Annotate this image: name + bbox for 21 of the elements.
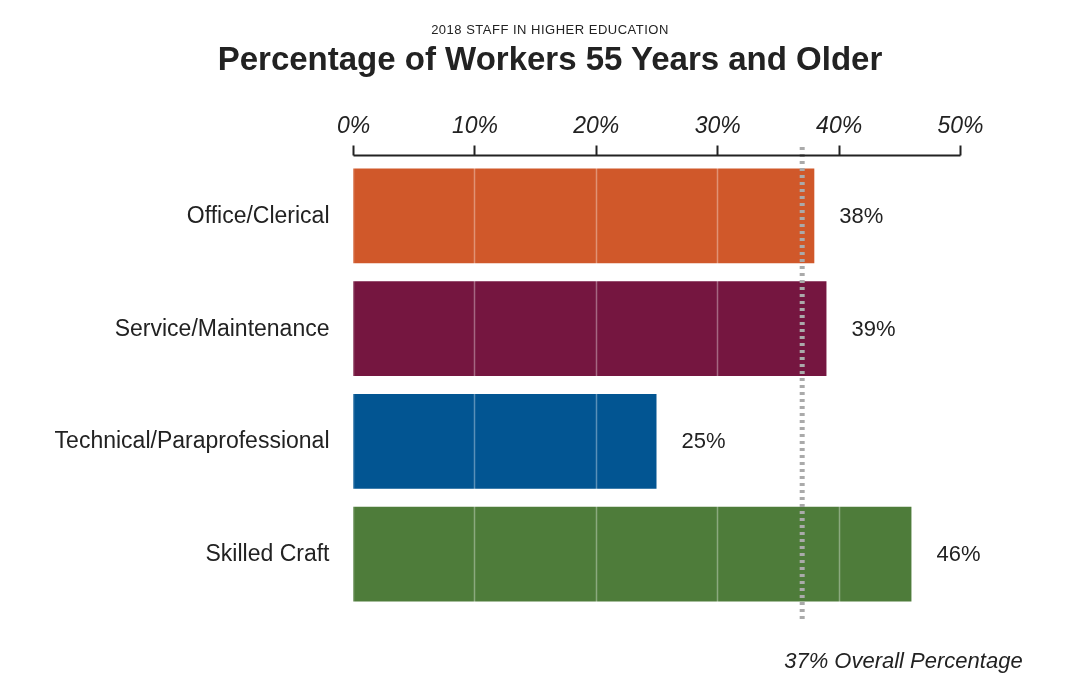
ref-line-label: 37% Overall Percentage [784, 648, 1023, 673]
data-label: 25% [681, 428, 726, 454]
x-tick-label: 50% [937, 111, 984, 138]
bar [353, 394, 657, 489]
data-label: 38% [839, 202, 884, 228]
bar [353, 506, 912, 602]
data-label: 46% [936, 541, 981, 567]
x-tick-label: 0% [336, 111, 371, 138]
data-label: 39% [851, 315, 896, 341]
chart-title: Percentage of Workers 55 Years and Older [216, 40, 884, 78]
bar [353, 168, 815, 264]
y-tick-label: Office/Clerical [186, 201, 330, 228]
x-tick-label: 20% [572, 111, 620, 138]
y-tick-label: Service/Maintenance [114, 314, 330, 341]
bar [353, 281, 827, 376]
chart-subtitle: 2018 STAFF IN HIGHER EDUCATION [430, 22, 670, 37]
x-tick-label: 40% [816, 111, 863, 138]
x-tick-label: 30% [694, 111, 741, 138]
y-tick-label: Skilled Craft [205, 540, 331, 567]
y-tick-label: Technical/Paraprofessional [54, 427, 330, 454]
x-tick-label: 10% [451, 111, 498, 138]
